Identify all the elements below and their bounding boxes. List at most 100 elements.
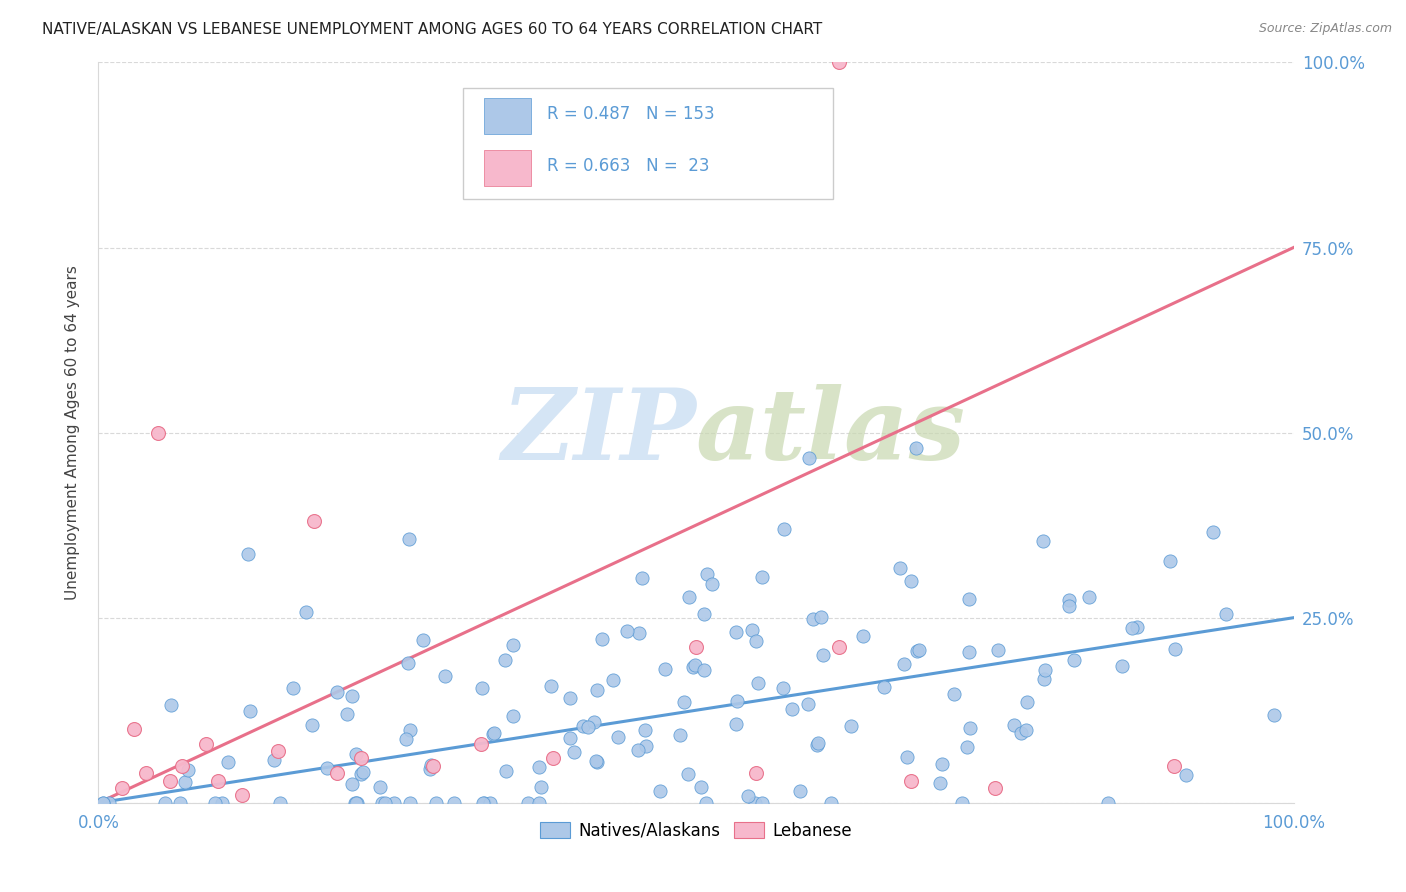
Point [1202,524,1225,539]
Point [153,796,176,810]
Point [648,784,671,798]
Point [957,645,980,659]
Point [433,669,456,683]
Point [529,759,551,773]
Point [634,739,657,754]
Point [928,775,950,789]
Point [745,766,768,780]
Point [482,725,505,739]
Point [236,547,259,561]
Point [689,780,711,795]
Point [1215,607,1237,622]
Point [607,730,630,744]
Point [301,718,323,732]
Point [725,624,748,639]
Point [741,623,763,637]
Point [931,756,953,771]
Point [530,780,553,794]
Point [350,767,373,781]
Point [797,697,820,711]
Point [148,425,170,440]
Point [159,773,181,788]
Point [900,574,922,588]
Point [425,796,447,810]
Point [889,561,911,575]
Point [370,780,392,795]
Point [725,694,748,708]
Point [346,796,368,810]
Point [1033,663,1056,677]
Point [207,773,229,788]
Point [398,532,420,546]
Point [124,722,146,736]
FancyBboxPatch shape [485,98,531,135]
Point [176,763,198,777]
Point [211,796,233,810]
Point [326,766,349,780]
Point [1263,707,1285,722]
Point [560,690,582,705]
Point [628,626,651,640]
Point [395,731,418,746]
Point [159,698,181,712]
Point [1015,723,1038,737]
Point [893,657,915,671]
Point [91,796,114,810]
Point [828,55,851,70]
Point [174,775,197,789]
Point [396,656,419,670]
Point [685,640,707,655]
Point [631,571,654,585]
Point [737,789,759,803]
Point [172,758,194,772]
Point [745,634,768,648]
Point [654,662,676,676]
Point [470,737,492,751]
Point [1077,590,1099,604]
Point [751,796,773,810]
Point [562,745,585,759]
Point [344,796,367,810]
Point [900,773,922,788]
Point [470,681,492,695]
Point [1032,533,1054,548]
Point [412,632,434,647]
Point [1010,725,1032,739]
Text: Source: ZipAtlas.com: Source: ZipAtlas.com [1258,22,1392,36]
Point [678,590,700,604]
Point [281,681,304,696]
Point [479,796,502,810]
Point [1057,593,1080,607]
Point [516,796,538,810]
Point [529,796,551,810]
Point [263,753,285,767]
Point [350,751,373,765]
Point [852,629,875,643]
Text: R = 0.663   N =  23: R = 0.663 N = 23 [547,157,709,175]
Point [696,567,718,582]
Point [839,719,862,733]
Point [267,744,290,758]
Point [419,763,441,777]
Point [382,796,405,810]
Point [217,755,239,769]
Point [1063,652,1085,666]
Point [773,522,796,536]
Point [987,643,1010,657]
Point [316,761,339,775]
Point [98,796,121,810]
Point [751,570,773,584]
Point [572,719,595,733]
Text: atlas: atlas [696,384,966,481]
Point [420,757,443,772]
Point [1033,673,1056,687]
Point [340,689,363,703]
Point [905,441,928,455]
Point [374,796,396,810]
Point [744,796,766,810]
Point [399,796,422,810]
Point [1174,768,1197,782]
Point [344,747,367,762]
Point [472,796,495,810]
Point [399,723,422,737]
